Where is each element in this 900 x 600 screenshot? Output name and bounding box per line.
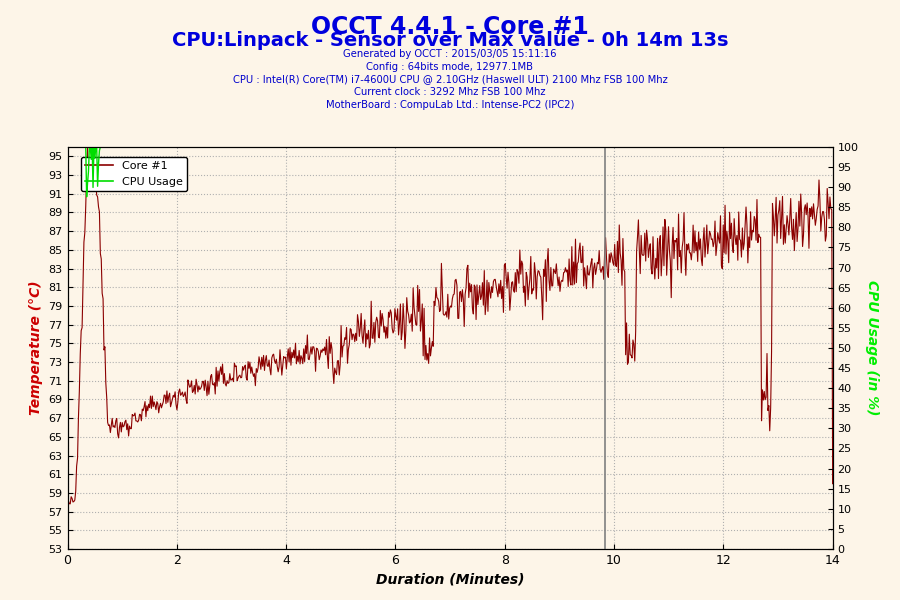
Text: Config : 64bits mode, 12977.1MB: Config : 64bits mode, 12977.1MB [366, 62, 534, 72]
Core #1 [839, 514, 850, 521]
Text: MotherBoard : CompuLab Ltd.: Intense-PC2 (IPC2): MotherBoard : CompuLab Ltd.: Intense-PC2… [326, 100, 574, 110]
Core #1 [347, 331, 358, 338]
Text: CPU : Intel(R) Core(TM) i7-4600U CPU @ 2.10GHz (Haswell ULT) 2100 Mhz FSB 100 Mh: CPU : Intel(R) Core(TM) i7-4600U CPU @ 2… [232, 74, 668, 85]
CPU Usage [839, 143, 850, 151]
Line: CPU Usage: CPU Usage [68, 147, 844, 197]
CPU Usage [81, 193, 92, 200]
CPU Usage [382, 143, 392, 151]
Core #1 [82, 144, 93, 151]
CPU Usage [387, 143, 398, 151]
Core #1 [62, 499, 73, 506]
Line: Core #1: Core #1 [68, 148, 844, 518]
Core #1 [759, 388, 769, 395]
CPU Usage [759, 143, 769, 151]
CPU Usage [62, 143, 73, 151]
Legend: Core #1, CPU Usage: Core #1, CPU Usage [81, 157, 187, 191]
Core #1 [339, 334, 350, 341]
Text: OCCT 4.4.1 - Core #1: OCCT 4.4.1 - Core #1 [311, 15, 589, 39]
X-axis label: Duration (Minutes): Duration (Minutes) [376, 572, 524, 586]
Y-axis label: Temperature (°C): Temperature (°C) [29, 281, 43, 415]
Core #1 [387, 325, 398, 332]
Core #1 [442, 314, 453, 321]
CPU Usage [347, 143, 358, 151]
Text: CPU:Linpack - Sensor over Max value - 0h 14m 13s: CPU:Linpack - Sensor over Max value - 0h… [172, 31, 728, 50]
Core #1 [382, 323, 392, 331]
CPU Usage [442, 143, 453, 151]
Text: Generated by OCCT : 2015/03/05 15:11:16: Generated by OCCT : 2015/03/05 15:11:16 [343, 49, 557, 59]
Text: Current clock : 3292 Mhz FSB 100 Mhz: Current clock : 3292 Mhz FSB 100 Mhz [355, 87, 545, 97]
Y-axis label: CPU Usage (in %): CPU Usage (in %) [865, 280, 879, 416]
CPU Usage [339, 143, 350, 151]
